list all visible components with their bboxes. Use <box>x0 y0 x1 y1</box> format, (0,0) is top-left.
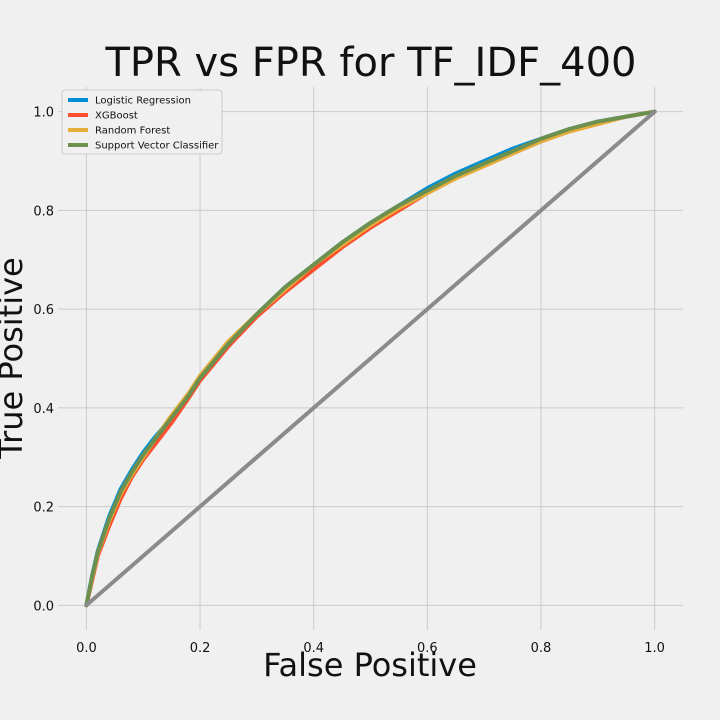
x-tick-label: 0.6 <box>417 641 438 656</box>
y-tick-label: 0.4 <box>33 402 54 417</box>
ticks-layer: 0.0 0.2 0.4 0.6 0.8 1.0 0.0 0.2 0.4 0.6 0.8 1.0 <box>33 106 665 656</box>
x-tick-label: 1.0 <box>644 641 665 656</box>
series-line-support-vector-classifier <box>84 109 657 608</box>
legend-items: Logistic Regression XGBoost Random Forest S… <box>68 96 219 152</box>
y-tick-label: 0.2 <box>33 501 54 516</box>
y-axis-title: True Positive <box>0 257 30 460</box>
series-line-diagonal-reference <box>84 109 657 608</box>
x-tick-label: 0.4 <box>303 641 324 656</box>
legend-label-xgboost: XGBoost <box>95 111 138 122</box>
y-tick-label: 1.0 <box>33 106 54 121</box>
x-axis-title: False Positive <box>263 646 477 684</box>
lines-layer <box>84 109 657 608</box>
y-tick-label: 0.8 <box>33 204 54 219</box>
x-tick-label: 0.2 <box>190 641 211 656</box>
grid-layer <box>58 87 683 630</box>
legend-label-logistic-regression: Logistic Regression <box>95 96 191 107</box>
legend-label-random-forest: Random Forest <box>95 126 170 137</box>
legend-label-support-vector-classifier: Support Vector Classifier <box>95 141 219 152</box>
x-tick-label: 0.0 <box>76 641 97 656</box>
y-tick-label: 0.0 <box>33 599 54 614</box>
x-tick-label: 0.8 <box>531 641 552 656</box>
y-tick-label: 0.6 <box>33 303 54 318</box>
legend-frame <box>61 89 223 155</box>
chart-title: TPR vs FPR for TF_IDF_400 <box>104 40 636 86</box>
legend: Logistic Regression XGBoost Random Forest S… <box>61 89 223 155</box>
